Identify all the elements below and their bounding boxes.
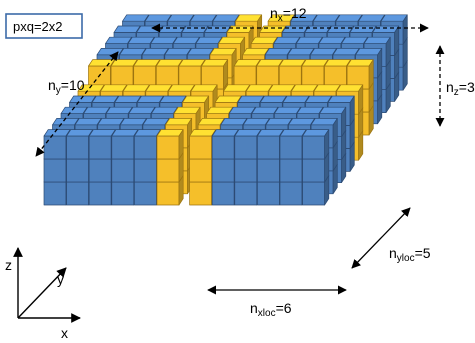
- process-grid-legend: pxq=2x2: [5, 13, 83, 39]
- nz-label: nz=3: [446, 79, 475, 98]
- nx-dimension: nx=12: [151, 5, 429, 33]
- boundary-cube: [346, 59, 374, 90]
- y-axis-label: y: [57, 271, 64, 287]
- ny-arrow: [35, 51, 119, 157]
- nyloc-arrow: [351, 207, 411, 269]
- legend-text: pxq=2x2: [13, 19, 63, 34]
- y-axis: [17, 267, 67, 319]
- nz-dimension: nz=3: [435, 45, 475, 127]
- boundary-cube: [156, 129, 184, 160]
- legend-box: [5, 13, 83, 39]
- x-axis-label: x: [61, 325, 68, 341]
- ny-label: ny=10: [48, 77, 85, 96]
- nyloc-label: nyloc=5: [389, 245, 431, 264]
- boundary-cube: [201, 59, 229, 90]
- ny-dimension: ny=10: [35, 51, 119, 157]
- grid-cube: [302, 129, 330, 160]
- cube-grid: [43, 14, 408, 206]
- boundary-cube: [278, 59, 306, 90]
- nxloc-dimension: nxloc=6: [207, 285, 347, 319]
- z-axis-label: z: [5, 257, 12, 273]
- nxloc-label: nxloc=6: [250, 300, 292, 319]
- nx-label: nx=12: [270, 5, 307, 24]
- coordinate-axes: z y x: [5, 247, 81, 341]
- nyloc-dimension: nyloc=5: [351, 207, 431, 269]
